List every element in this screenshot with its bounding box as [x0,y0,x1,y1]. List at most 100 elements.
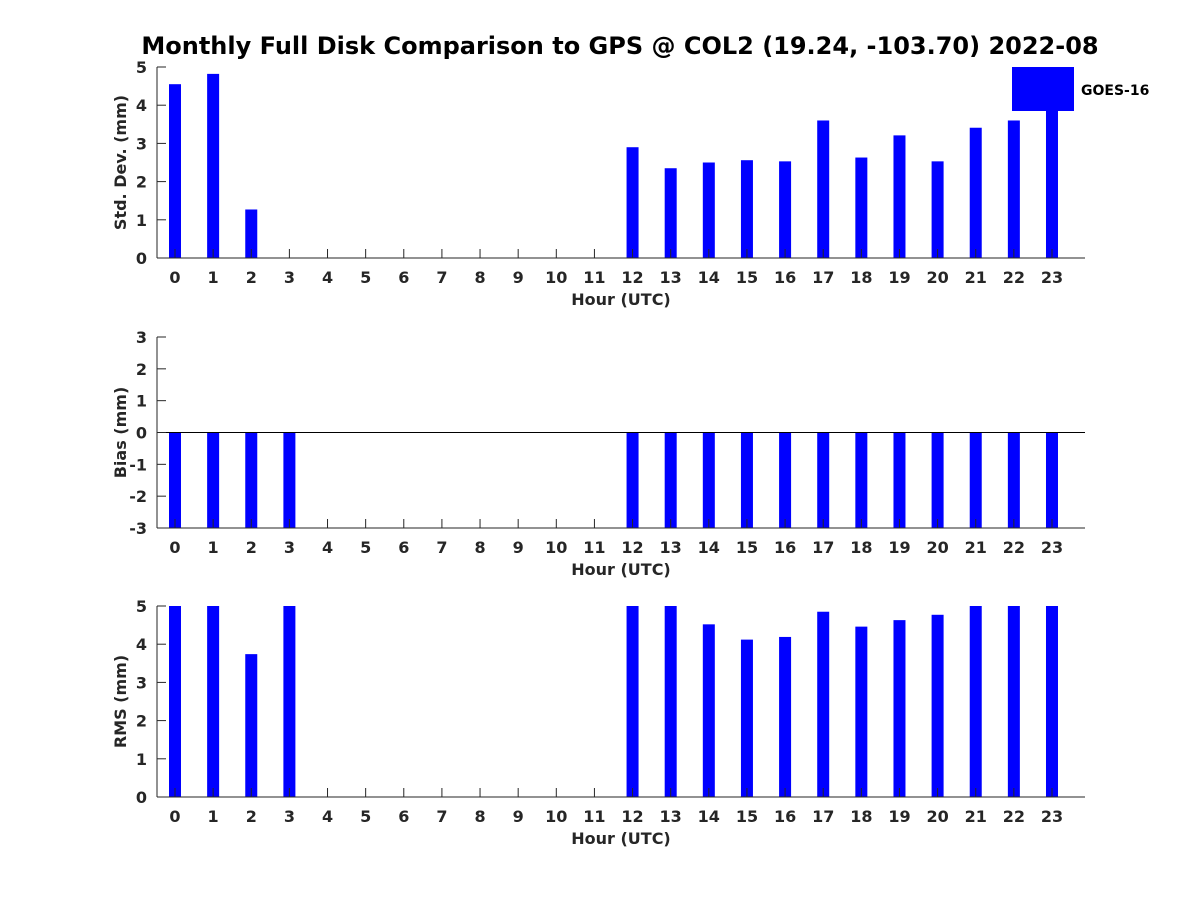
bar-hour-1 [207,606,220,797]
x-tick-label: 12 [621,538,643,557]
bar-hour-19 [893,620,906,797]
bar-hour-1 [207,73,220,258]
bar-hour-23 [1045,606,1058,797]
x-tick-label: 7 [436,268,447,287]
bar-hour-21 [969,127,982,258]
x-tick-label: 5 [360,538,371,557]
x-tick-label: 21 [965,807,987,826]
y-tick-label: 4 [136,635,147,654]
y-tick-label: 3 [136,134,147,153]
x-tick-label: 22 [1003,807,1025,826]
x-tick-label: 15 [736,538,758,557]
bar-hour-2 [245,209,258,258]
x-tick-label: 15 [736,268,758,287]
bar-hour-0 [169,432,181,528]
x-tick-label: 8 [474,538,485,557]
x-tick-label: 7 [436,538,447,557]
x-tick-label: 15 [736,807,758,826]
x-tick-label: 2 [246,268,257,287]
x-tick-label: 20 [926,807,948,826]
bar-hour-15 [740,639,753,797]
bar-hour-23 [1045,109,1058,259]
x-tick-label: 17 [812,538,834,557]
x-tick-label: 18 [850,538,872,557]
y-tick-label: 1 [136,750,147,769]
bar-hour-2 [245,654,258,797]
x-tick-label: 13 [660,807,682,826]
bar-hour-20 [931,432,944,528]
bar-hour-14 [702,432,715,528]
y-tick-label: -3 [129,519,147,538]
y-tick-label: 2 [136,712,147,731]
x-tick-label: 12 [621,807,643,826]
x-tick-label: 5 [360,268,371,287]
x-tick-label: 16 [774,807,796,826]
bar-hour-2 [245,432,258,528]
bar-hour-17 [817,611,830,797]
y-tick-label: 4 [136,96,147,115]
x-tick-label: 14 [698,538,720,557]
x-axis-label: Hour (UTC) [571,560,671,579]
x-tick-label: 8 [474,268,485,287]
x-tick-label: 17 [812,807,834,826]
bar-hour-16 [779,161,792,258]
x-tick-label: 23 [1041,268,1063,287]
x-tick-label: 4 [322,538,333,557]
bar-hour-22 [1007,606,1020,797]
bar-hour-20 [931,161,944,258]
bar-hour-14 [702,162,715,258]
x-tick-label: 2 [246,538,257,557]
x-tick-label: 11 [583,538,605,557]
x-tick-label: 10 [545,268,567,287]
bar-hour-15 [740,432,753,528]
bar-hour-12 [626,147,639,258]
bar-hour-20 [931,614,944,797]
x-axis-label: Hour (UTC) [571,829,671,848]
y-axis-label: RMS (mm) [111,655,130,748]
x-tick-label: 20 [926,268,948,287]
x-tick-label: 14 [698,807,720,826]
x-tick-label: 20 [926,538,948,557]
x-tick-label: 4 [322,268,333,287]
x-tick-label: 21 [965,538,987,557]
y-tick-label: -2 [129,487,147,506]
x-tick-label: 19 [888,807,910,826]
bar-hour-21 [969,606,982,797]
bar-hour-23 [1045,432,1058,528]
y-tick-label: 1 [136,211,147,230]
bar-hour-12 [626,606,639,797]
bar-hour-22 [1007,432,1020,528]
x-tick-label: 21 [965,268,987,287]
bar-hour-17 [817,120,830,258]
bar-hour-13 [664,168,677,258]
bar-hour-0 [169,84,181,258]
x-tick-label: 13 [660,268,682,287]
y-tick-label: -1 [129,455,147,474]
x-tick-label: 2 [246,807,257,826]
x-tick-label: 23 [1041,538,1063,557]
x-tick-label: 23 [1041,807,1063,826]
x-tick-label: 19 [888,538,910,557]
x-tick-label: 14 [698,268,720,287]
x-tick-label: 8 [474,807,485,826]
x-tick-label: 1 [208,538,219,557]
x-tick-label: 10 [545,538,567,557]
bar-hour-14 [702,624,715,797]
x-tick-label: 9 [513,807,524,826]
bar-hour-18 [855,626,868,797]
y-tick-label: 0 [136,788,147,807]
x-tick-label: 9 [513,538,524,557]
bar-hour-22 [1007,120,1020,258]
bar-hour-13 [664,432,677,528]
bar-hour-12 [626,432,639,528]
bar-hour-16 [779,636,792,797]
x-tick-label: 3 [284,538,295,557]
x-tick-label: 1 [208,807,219,826]
x-tick-label: 0 [169,268,180,287]
y-tick-label: 0 [136,424,147,443]
y-tick-label: 0 [136,249,147,268]
y-tick-label: 3 [136,673,147,692]
